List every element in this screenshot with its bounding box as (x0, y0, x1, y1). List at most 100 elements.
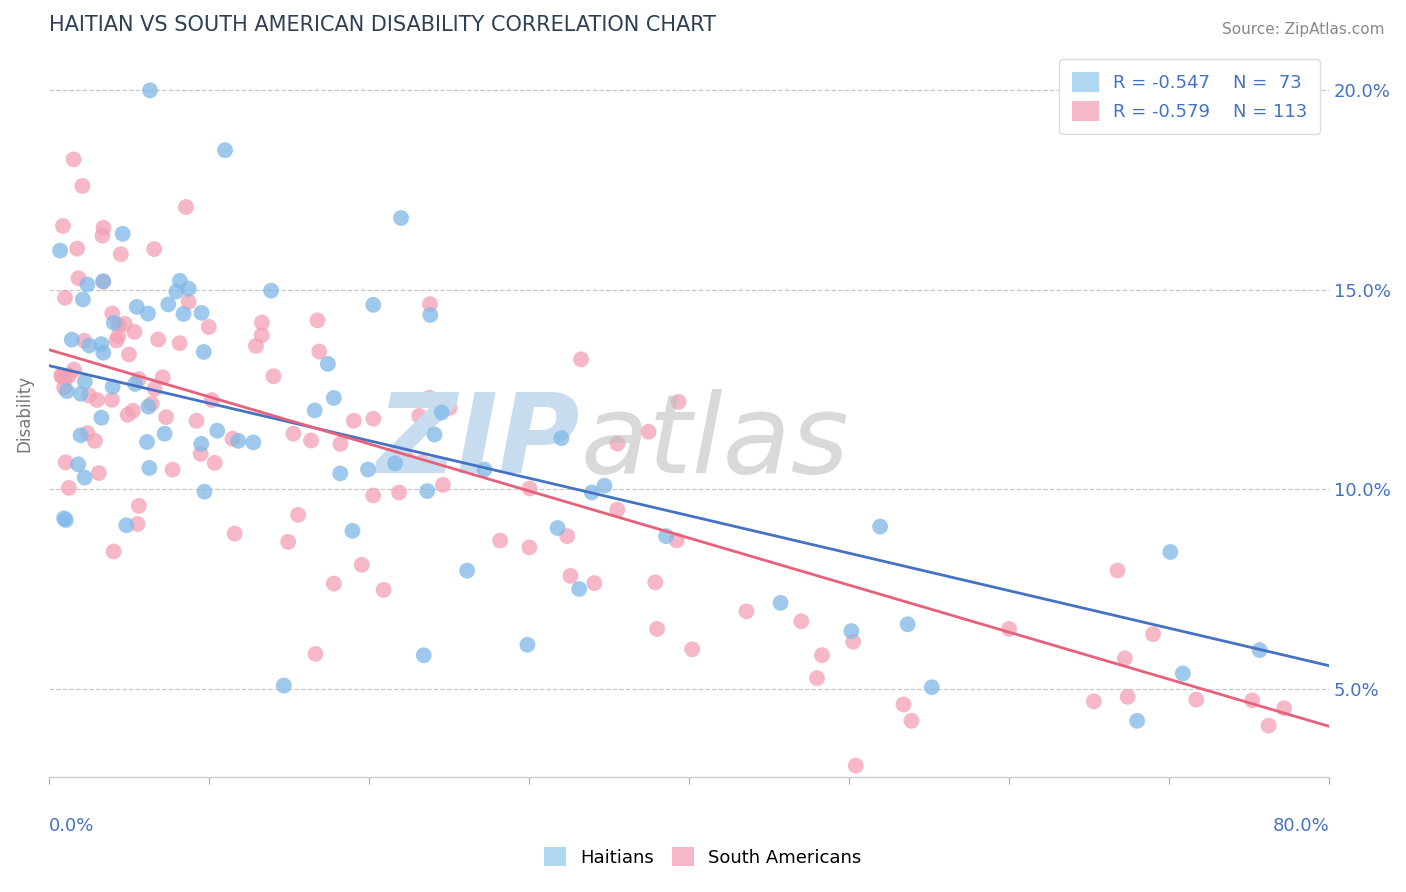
Point (1241, 693, 1264, 707)
Point (155, 410, 177, 425)
Point (103, 544, 125, 558)
Point (456, 564, 478, 578)
Point (84, 434, 107, 448)
Point (53, 511, 76, 525)
Point (224, 526, 246, 541)
Point (637, 425, 659, 439)
Point (432, 478, 454, 492)
Point (260, 284, 283, 298)
Point (101, 392, 124, 407)
Point (606, 436, 628, 450)
Point (69, 428, 91, 442)
Point (136, 434, 159, 449)
Point (304, 403, 326, 417)
Point (489, 533, 512, 548)
Text: 80.0%: 80.0% (1272, 816, 1329, 835)
Point (111, 227, 134, 241)
Point (190, 447, 212, 461)
Point (1126, 714, 1149, 728)
Point (250, 316, 273, 330)
Point (644, 575, 666, 590)
Point (221, 432, 243, 446)
Point (117, 408, 139, 422)
Point (555, 529, 578, 543)
Point (811, 648, 834, 662)
Point (141, 397, 163, 411)
Point (263, 369, 285, 384)
Point (416, 483, 439, 498)
Point (790, 615, 813, 629)
Point (299, 434, 322, 448)
Point (423, 427, 446, 442)
Point (568, 582, 591, 596)
Point (101, 306, 124, 320)
Point (204, 456, 226, 470)
Point (316, 357, 339, 371)
Point (389, 211, 412, 225)
Point (90, 337, 112, 351)
Point (53, 372, 76, 386)
Point (411, 455, 433, 469)
Point (842, 634, 865, 648)
Point (66, 242, 89, 256)
Point (76, 277, 98, 292)
Y-axis label: Disability: Disability (15, 375, 32, 452)
Point (226, 434, 249, 448)
Point (51, 368, 73, 382)
Point (1083, 694, 1105, 708)
Point (382, 458, 405, 472)
Point (125, 300, 148, 314)
Point (190, 437, 212, 451)
Point (165, 285, 187, 299)
Point (72, 178, 94, 193)
Point (62, 153, 84, 167)
Point (118, 347, 141, 361)
Point (73, 470, 96, 484)
Point (169, 274, 191, 288)
Point (55, 513, 77, 527)
Point (146, 333, 169, 347)
Point (197, 320, 219, 334)
Point (91, 274, 114, 288)
Point (519, 482, 541, 496)
Point (357, 462, 380, 476)
Point (418, 391, 440, 405)
Point (58, 481, 80, 495)
Point (110, 247, 132, 261)
Point (1159, 545, 1181, 559)
Point (373, 582, 395, 597)
Point (136, 307, 159, 321)
Point (91, 228, 114, 243)
Point (56, 384, 79, 398)
Point (581, 485, 603, 500)
Point (77, 388, 100, 402)
Point (1142, 627, 1164, 641)
Point (51, 369, 73, 384)
Point (91, 275, 114, 289)
Point (52, 219, 75, 233)
Point (1107, 564, 1129, 578)
Point (127, 516, 149, 531)
Point (342, 524, 364, 538)
Point (287, 508, 309, 522)
Point (893, 698, 915, 712)
Point (122, 404, 145, 418)
Legend: Haitians, South Americans: Haitians, South Americans (537, 840, 869, 874)
Point (735, 604, 758, 618)
Point (593, 478, 616, 492)
Point (128, 372, 150, 386)
Point (1257, 718, 1279, 732)
Point (1116, 690, 1139, 704)
Point (1114, 651, 1136, 665)
Point (207, 424, 229, 438)
Point (214, 143, 236, 157)
Point (87, 466, 110, 480)
Point (430, 405, 453, 419)
Point (806, 671, 828, 685)
Point (190, 306, 212, 320)
Point (86, 392, 108, 407)
Point (665, 533, 688, 548)
Point (67, 271, 90, 285)
Point (101, 379, 124, 393)
Point (177, 294, 200, 309)
